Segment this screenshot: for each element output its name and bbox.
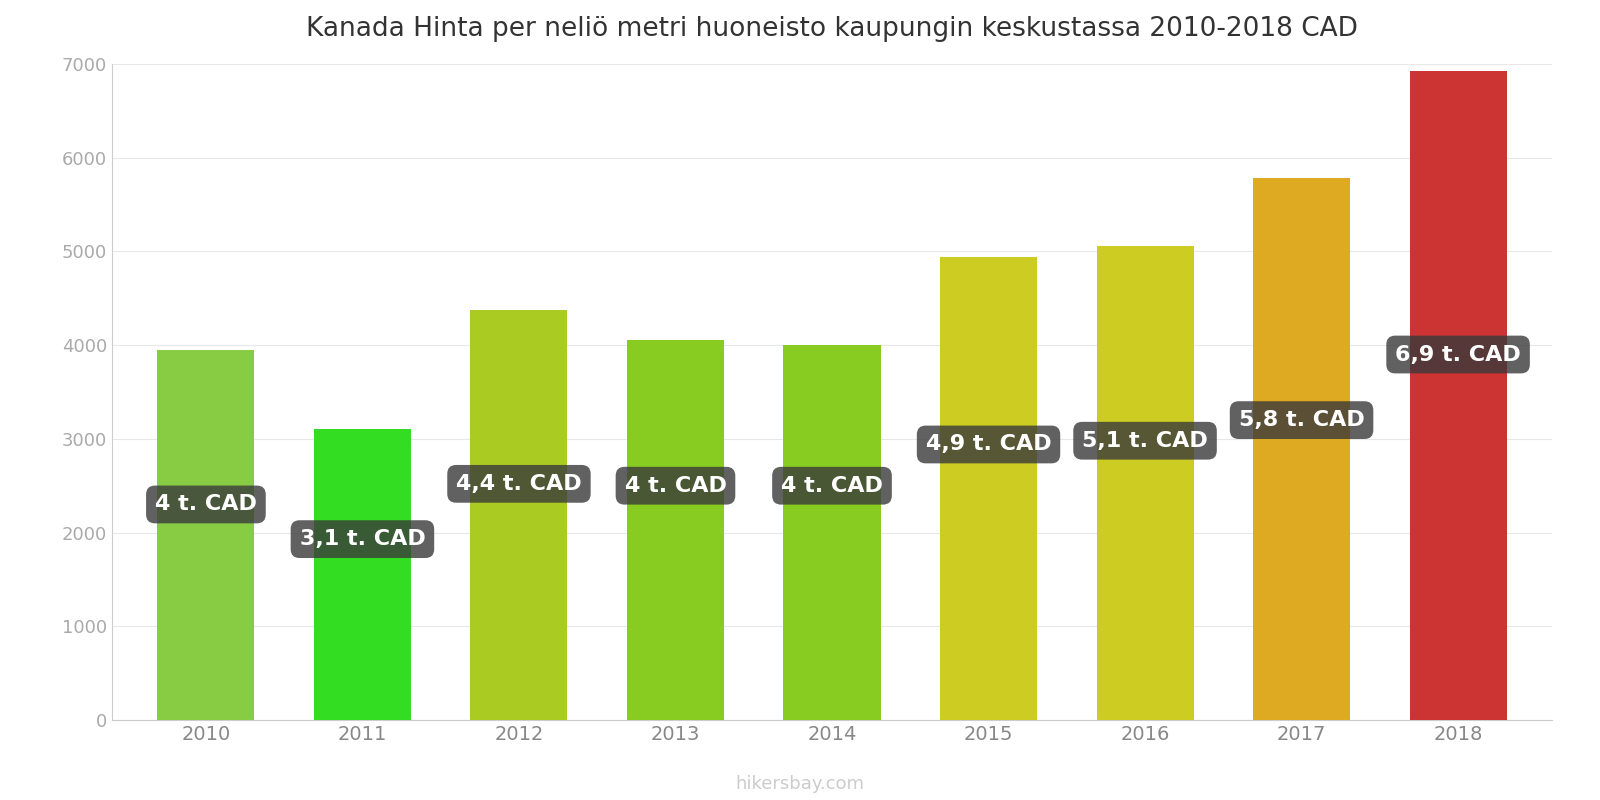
Title: Kanada Hinta per neliö metri huoneisto kaupungin keskustassa 2010-2018 CAD: Kanada Hinta per neliö metri huoneisto k… [306, 16, 1358, 42]
Bar [314, 430, 411, 720]
Bar [1096, 246, 1194, 720]
Text: 4,4 t. CAD: 4,4 t. CAD [456, 474, 582, 494]
Bar [627, 339, 725, 720]
Text: 3,1 t. CAD: 3,1 t. CAD [299, 529, 426, 549]
Text: 5,8 t. CAD: 5,8 t. CAD [1238, 410, 1365, 430]
Bar [784, 345, 880, 720]
Text: 6,9 t. CAD: 6,9 t. CAD [1395, 345, 1522, 365]
Text: hikersbay.com: hikersbay.com [736, 775, 864, 793]
Text: 5,1 t. CAD: 5,1 t. CAD [1082, 430, 1208, 450]
Bar [157, 350, 254, 720]
Text: 4 t. CAD: 4 t. CAD [624, 476, 726, 496]
Text: 4 t. CAD: 4 t. CAD [155, 494, 258, 514]
Bar [470, 310, 568, 720]
Text: 4,9 t. CAD: 4,9 t. CAD [926, 434, 1051, 454]
Bar [1253, 178, 1350, 720]
Text: 4 t. CAD: 4 t. CAD [781, 476, 883, 496]
Bar [1410, 71, 1507, 720]
Bar [941, 257, 1037, 720]
